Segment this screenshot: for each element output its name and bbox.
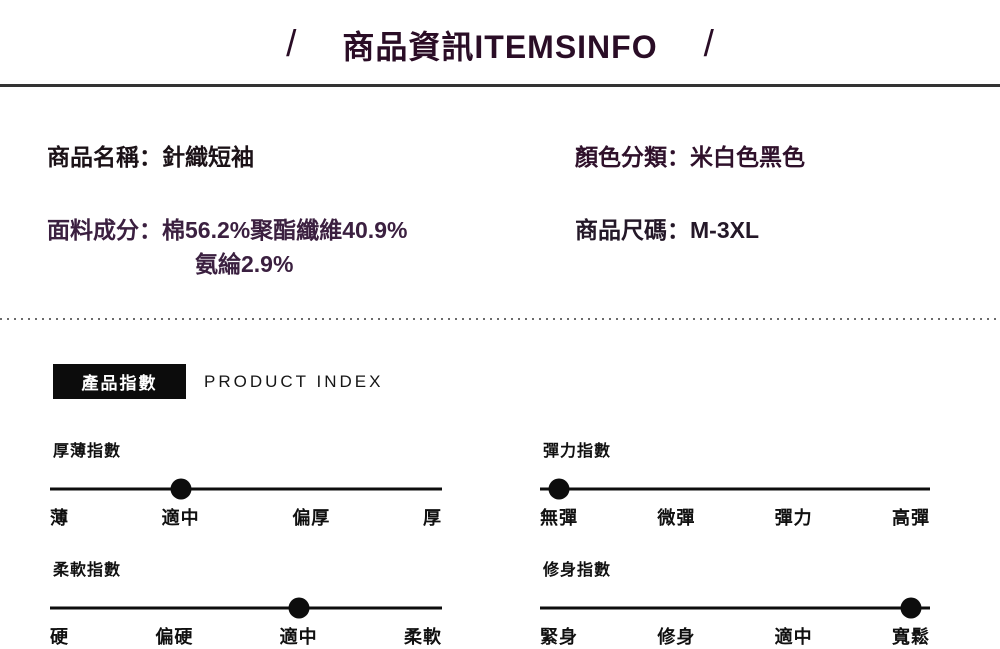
page-title: 商品資訊ITEMSINFO — [342, 29, 658, 65]
slider-label: 偏厚 — [292, 508, 331, 529]
slider-dot — [288, 597, 310, 619]
slider-label: 適中 — [774, 627, 813, 648]
dotted-divider — [0, 318, 1000, 322]
slider-label: 厚 — [422, 508, 442, 529]
slider-thickness: 厚薄指數 薄 適中 偏厚 厚 — [50, 437, 442, 530]
slider-dot — [548, 478, 570, 500]
slider-elasticity-labels: 無彈 微彈 彈力 高彈 — [540, 504, 930, 530]
slider-softness-labels: 硬 偏硬 適中 柔軟 — [50, 623, 442, 649]
slider-label: 彈力 — [774, 508, 813, 529]
header: / 商品資訊ITEMSINFO / — [0, 0, 1000, 84]
slider-track — [540, 487, 930, 491]
slider-fit-title: 修身指數 — [543, 562, 612, 580]
slider-fit: 修身指數 緊身 修身 適中 寬鬆 — [540, 556, 930, 649]
slider-label: 柔軟 — [403, 627, 442, 648]
slider-label: 適中 — [279, 627, 318, 648]
slider-track — [540, 606, 930, 610]
product-info-section: 商品名稱：針織短袖 顏色分類：米白色黑色 面料成分：棉56.2%聚酯纖維40.9… — [0, 87, 1000, 278]
product-name-field: 商品名稱：針織短袖 — [47, 144, 254, 170]
slider-label: 偏硬 — [155, 627, 194, 648]
slider-softness-track-area — [50, 597, 442, 619]
slider-elasticity: 彈力指數 無彈 微彈 彈力 高彈 — [540, 437, 930, 530]
slider-dot — [170, 478, 192, 500]
slider-thickness-track-area — [50, 478, 442, 500]
slider-label: 硬 — [50, 627, 69, 648]
slider-softness-title: 柔軟指數 — [53, 562, 122, 580]
product-index-section: 產品指數 PRODUCT INDEX 厚薄指數 薄 適中 偏厚 厚 彈力指數 — [0, 364, 1000, 649]
slider-softness: 柔軟指數 硬 偏硬 適中 柔軟 — [50, 556, 442, 649]
size-field: 商品尺碼：M-3XL — [575, 216, 759, 243]
slider-label: 緊身 — [540, 627, 578, 648]
slider-track — [50, 487, 442, 491]
slider-dot — [900, 597, 922, 619]
slider-label: 高彈 — [891, 508, 930, 529]
fabric-composition-line2: 氨綸2.9% — [195, 250, 294, 277]
slider-fit-track-area — [540, 597, 930, 619]
slider-label: 修身 — [657, 627, 696, 648]
slider-elasticity-title: 彈力指數 — [543, 443, 612, 461]
slider-track — [50, 606, 442, 610]
fabric-composition-field: 面料成分：棉56.2%聚酯纖維40.9% 氨綸2.9% — [47, 216, 575, 279]
slider-thickness-labels: 薄 適中 偏厚 厚 — [50, 504, 442, 530]
right-slash-decoration: / — [703, 23, 714, 64]
slider-fit-labels: 緊身 修身 適中 寬鬆 — [540, 623, 930, 649]
slider-label: 無彈 — [540, 508, 578, 529]
left-slash-decoration: / — [286, 23, 297, 64]
slider-label: 薄 — [50, 508, 69, 529]
slider-label: 微彈 — [657, 508, 696, 529]
header-divider — [0, 84, 1000, 87]
slider-label: 寬鬆 — [891, 627, 930, 648]
slider-elasticity-track-area — [540, 478, 930, 500]
product-index-badge: 產品指數 — [53, 364, 186, 400]
color-category-field: 顏色分類：米白色黑色 — [575, 144, 805, 170]
product-index-header: 產品指數 PRODUCT INDEX — [0, 364, 1000, 400]
product-index-subtitle: PRODUCT INDEX — [204, 371, 384, 391]
index-sliders-grid: 厚薄指數 薄 適中 偏厚 厚 彈力指數 無彈 微彈 彈力 高彈 — [0, 437, 1000, 649]
slider-thickness-title: 厚薄指數 — [53, 443, 122, 461]
fabric-composition-line1: 面料成分：棉56.2%聚酯纖維40.9% — [47, 216, 408, 243]
slider-label: 適中 — [161, 508, 200, 529]
